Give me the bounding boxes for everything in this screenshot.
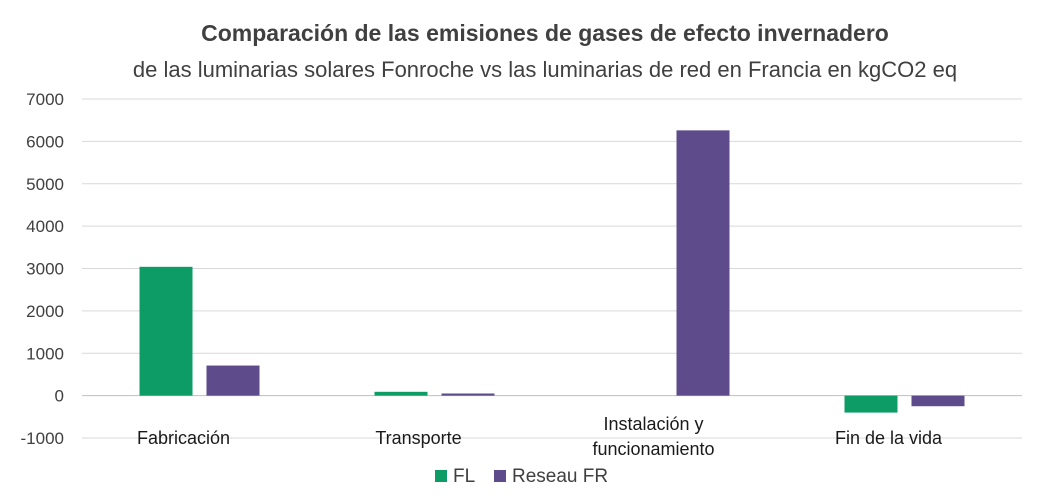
category-label: Transporte	[375, 428, 461, 448]
bar-series0-cat0	[139, 266, 193, 396]
y-tick-label: 4000	[26, 217, 64, 236]
legend-entry: Reseau FR	[512, 466, 608, 487]
legend-swatch	[494, 470, 506, 482]
y-tick-label: 0	[55, 387, 64, 406]
y-axis-ticks: -1000 0 1000 2000 3000 4000 5000 6000 7000	[21, 90, 64, 448]
x-axis-categories: Fabricación Transporte Instalación y funcio…	[137, 414, 943, 459]
bar-series0-cat3	[844, 395, 898, 413]
legend: FL Reseau FR	[435, 466, 608, 487]
y-tick-label: 5000	[26, 175, 64, 194]
y-tick-label: 1000	[26, 344, 64, 363]
legend-entry: FL	[453, 466, 475, 487]
bar-series1-cat3	[911, 395, 965, 407]
y-tick-label: 6000	[26, 132, 64, 151]
chart-subtitle: de las luminarias solares Fonroche vs la…	[133, 57, 957, 82]
bar-series0-cat1	[374, 391, 428, 396]
category-label: Instalación y funcionamiento	[592, 414, 714, 459]
category-label: Fabricación	[137, 428, 230, 448]
y-tick-label: -1000	[21, 429, 64, 448]
bars	[139, 130, 965, 413]
y-tick-label: 2000	[26, 302, 64, 321]
bar-series1-cat0	[206, 365, 260, 396]
legend-swatch	[435, 470, 447, 482]
category-label: Fin de la vida	[835, 428, 943, 448]
y-tick-label: 3000	[26, 260, 64, 279]
bar-series1-cat1	[441, 393, 495, 396]
y-tick-label: 7000	[26, 90, 64, 109]
bar-series1-cat2	[676, 130, 730, 396]
chart-title: Comparación de las emisiones de gases de…	[201, 20, 889, 46]
